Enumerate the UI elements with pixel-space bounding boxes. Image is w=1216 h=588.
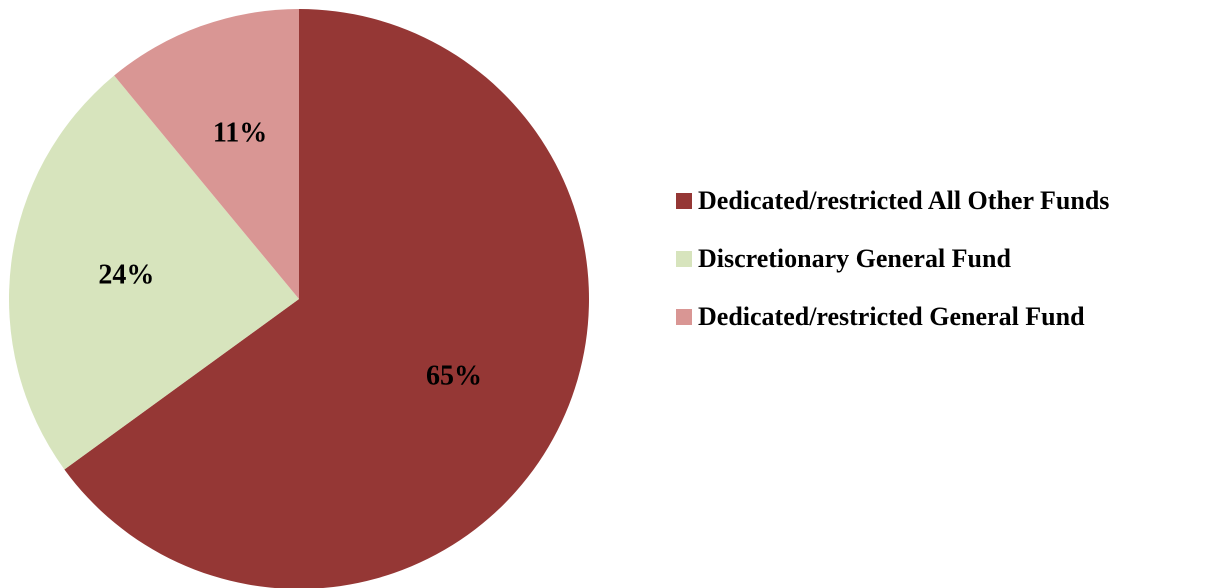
slice-data-label: 65% <box>426 360 482 391</box>
legend-label: Discretionary General Fund <box>698 244 1011 273</box>
slice-data-label: 24% <box>98 260 154 291</box>
legend-item-dedicated-all-other-funds: Dedicated/restricted All Other Funds <box>676 172 1216 230</box>
legend-swatch <box>676 309 692 325</box>
pie-slices <box>9 9 589 588</box>
legend-swatch <box>676 193 692 209</box>
pie-slice-dedicated-restricted-all-other-funds <box>64 9 589 588</box>
legend-swatch <box>676 251 692 267</box>
legend: Dedicated/restricted All Other Funds Dis… <box>676 172 1216 346</box>
legend-item-dedicated-general-fund: Dedicated/restricted General Fund <box>676 288 1216 346</box>
pie-data-labels: 65% 24% 11% <box>98 118 482 392</box>
pie-slice-dedicated-restricted-general-fund <box>114 9 300 299</box>
legend-label: Dedicated/restricted General Fund <box>698 302 1085 331</box>
legend-item-discretionary-general-fund: Discretionary General Fund <box>676 230 1216 288</box>
pie-slice-discretionary-general-fund <box>9 75 300 470</box>
legend-label: Dedicated/restricted All Other Funds <box>698 186 1110 215</box>
slice-data-label: 11% <box>213 118 267 149</box>
